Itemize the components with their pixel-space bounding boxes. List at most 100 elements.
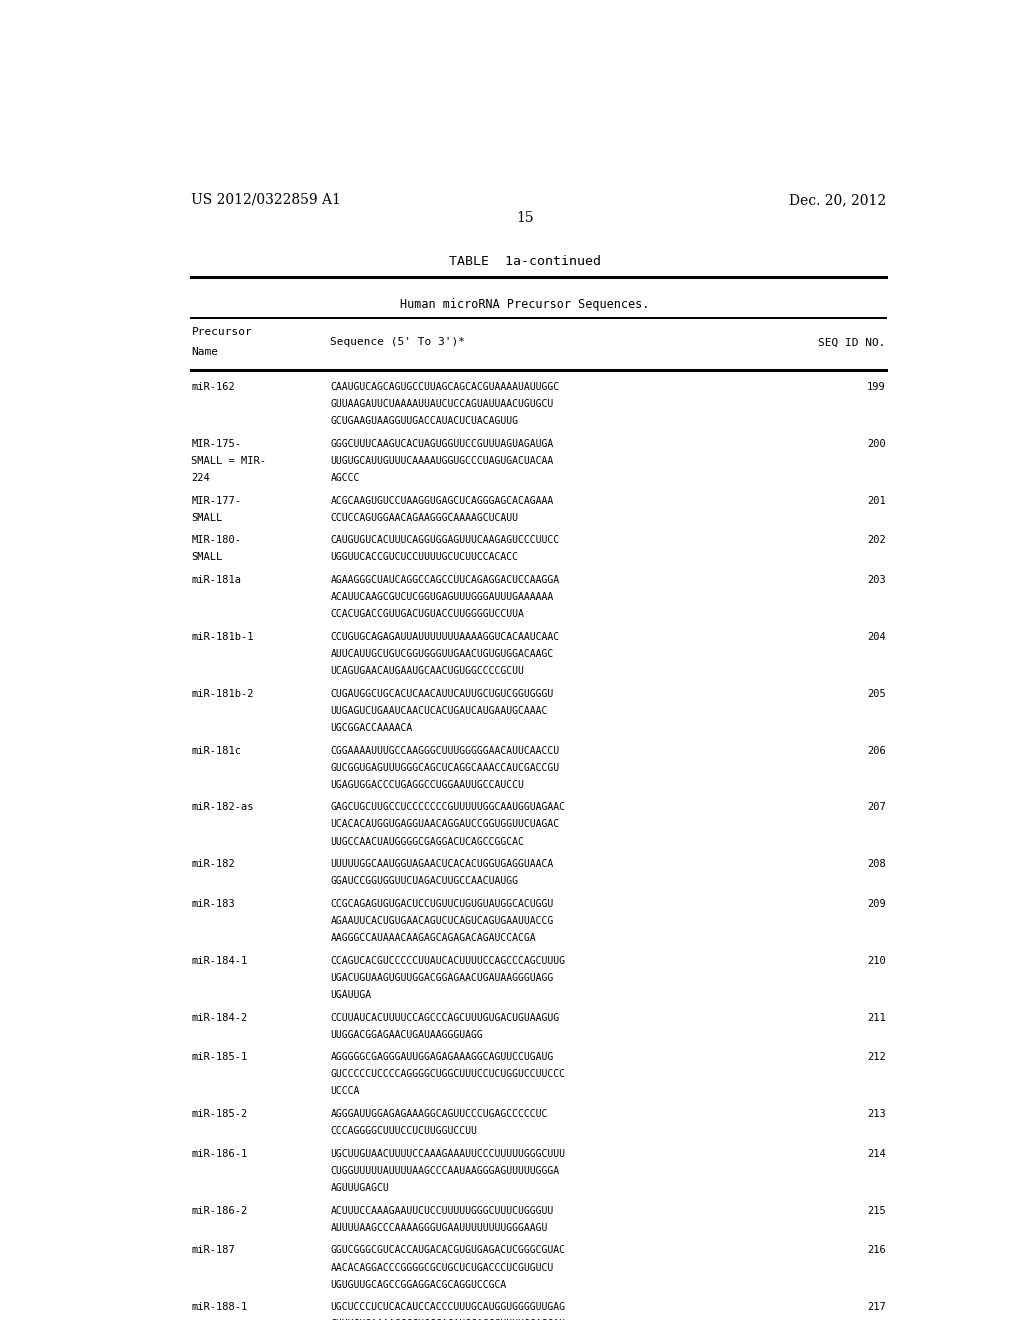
Text: 213: 213 <box>867 1109 886 1119</box>
Text: CCACUGACCGUUGACUGUACCUUGGGGUCCUUA: CCACUGACCGUUGACUGUACCUUGGGGUCCUUA <box>331 610 524 619</box>
Text: UGACUGUAAGUGUUGGACGGAGAACUGAUAAGGGUAGG: UGACUGUAAGUGUUGGACGGAGAACUGAUAAGGGUAGG <box>331 973 554 983</box>
Text: UUGUGCAUUGUUUCAAAAUGGUGCCCUAGUGACUACAA: UUGUGCAUUGUUUCAAAAUGGUGCCCUAGUGACUACAA <box>331 455 554 466</box>
Text: GGUCGGGCGUCACCAUGACACGUGUGAGACUCGGGCGUAC: GGUCGGGCGUCACCAUGACACGUGUGAGACUCGGGCGUAC <box>331 1246 565 1255</box>
Text: GUCCCCCUCCCCAGGGGCUGGCUUUCCUCUGGUCCUUCCC: GUCCCCCUCCCCAGGGGCUGGCUUUCCUCUGGUCCUUCCC <box>331 1069 565 1080</box>
Text: Name: Name <box>191 347 218 358</box>
Text: AGUUUGAGCU: AGUUUGAGCU <box>331 1183 389 1193</box>
Text: miR-185-2: miR-185-2 <box>191 1109 248 1119</box>
Text: 216: 216 <box>867 1246 886 1255</box>
Text: AGAAUUCACUGUGAACAGUCUCAGUCAGUGAAUUACCG: AGAAUUCACUGUGAACAGUCUCAGUCAGUGAAUUACCG <box>331 916 554 927</box>
Text: miR-183: miR-183 <box>191 899 236 909</box>
Text: 214: 214 <box>867 1148 886 1159</box>
Text: 207: 207 <box>867 803 886 812</box>
Text: GUUAAGAUUCUAAAAUUAUCUCCAGUAUUAACUGUGCU: GUUAAGAUUCUAAAAUUAUCUCCAGUAUUAACUGUGCU <box>331 399 554 409</box>
Text: AUUUUAAGCCCAAAAGGGUGAAUUUUUUUUGGGAAGU: AUUUUAAGCCCAAAAGGGUGAAUUUUUUUUGGGAAGU <box>331 1222 548 1233</box>
Text: UUGCCAACUAUGGGGCGAGGACUCAGCCGGCAC: UUGCCAACUAUGGGGCGAGGACUCAGCCGGCAC <box>331 837 524 846</box>
Text: TABLE  1a-continued: TABLE 1a-continued <box>449 255 601 268</box>
Text: 203: 203 <box>867 576 886 585</box>
Text: 204: 204 <box>867 632 886 642</box>
Text: GUCGGUGAGUUUGGGCAGCUCAGGCAAACCAUCGACCGU: GUCGGUGAGUUUGGGCAGCUCAGGCAAACCAUCGACCGU <box>331 763 559 772</box>
Text: UGAGUGGACCCUGAGGCCUGGAAUUGCCAUCCU: UGAGUGGACCCUGAGGCCUGGAAUUGCCAUCCU <box>331 780 524 789</box>
Text: GGAUCCGGUGGUUCUAGACUUGCCAACUAUGG: GGAUCCGGUGGUUCUAGACUUGCCAACUAUGG <box>331 876 518 886</box>
Text: ACAUUCAAGCGUCUCGGUGAGUUUGGGAUUUGAAAAAA: ACAUUCAAGCGUCUCGGUGAGUUUGGGAUUUGAAAAAA <box>331 593 554 602</box>
Text: miR-182: miR-182 <box>191 859 236 869</box>
Text: Dec. 20, 2012: Dec. 20, 2012 <box>788 193 886 207</box>
Text: 217: 217 <box>867 1303 886 1312</box>
Text: GCUGAAGUAAGGUUGACCAUACUCUACAGUUG: GCUGAAGUAAGGUUGACCAUACUCUACAGUUG <box>331 416 518 426</box>
Text: miR-188-1: miR-188-1 <box>191 1303 248 1312</box>
Text: 15: 15 <box>516 211 534 226</box>
Text: CCUCCAGUGGAACAGAAGGGCAAAAGCUCAUU: CCUCCAGUGGAACAGAAGGGCAAAAGCUCAUU <box>331 512 518 523</box>
Text: Human microRNA Precursor Sequences.: Human microRNA Precursor Sequences. <box>400 297 649 310</box>
Text: 209: 209 <box>867 899 886 909</box>
Text: UCCCA: UCCCA <box>331 1086 359 1097</box>
Text: CCUUAUCACUUUUCCAGCCCAGCUUUGUGACUGUAAGUG: CCUUAUCACUUUUCCAGCCCAGCUUUGUGACUGUAAGUG <box>331 1012 559 1023</box>
Text: AGGGGGCGAGGGAUUGGAGAGAAAGGCAGUUCCUGAUG: AGGGGGCGAGGGAUUGGAGAGAAAGGCAGUUCCUGAUG <box>331 1052 554 1063</box>
Text: miR-181a: miR-181a <box>191 576 242 585</box>
Text: ACUUUCCAAAGAAUUCUCCUUUUUGGGCUUUCUGGGUU: ACUUUCCAAAGAAUUCUCCUUUUUGGGCUUUCUGGGUU <box>331 1205 554 1216</box>
Text: MIR-177-: MIR-177- <box>191 495 242 506</box>
Text: miR-184-1: miR-184-1 <box>191 956 248 966</box>
Text: UUGGACGGAGAACUGAUAAGGGUAGG: UUGGACGGAGAACUGAUAAGGGUAGG <box>331 1030 483 1040</box>
Text: MIR-180-: MIR-180- <box>191 536 242 545</box>
Text: 205: 205 <box>867 689 886 698</box>
Text: SMALL = MIR-: SMALL = MIR- <box>191 455 266 466</box>
Text: UGCGGACCAAAACA: UGCGGACCAAAACA <box>331 723 413 733</box>
Text: CGGAAAAUUUGCCAAGGGCUUUGGGGGAACAUUCAACCU: CGGAAAAUUUGCCAAGGGCUUUGGGGGAACAUUCAACCU <box>331 746 559 755</box>
Text: 210: 210 <box>867 956 886 966</box>
Text: miR-187: miR-187 <box>191 1246 236 1255</box>
Text: AACACAGGACCCGGGGCGCUGCUCUGACCCUCGUGUCU: AACACAGGACCCGGGGCGCUGCUCUGACCCUCGUGUCU <box>331 1262 554 1272</box>
Text: UCACACAUGGUGAGGUAACAGGAUCCGGUGGUUCUAGAC: UCACACAUGGUGAGGUAACAGGAUCCGGUGGUUCUAGAC <box>331 820 559 829</box>
Text: AUUCAUUGCUGUCGGUGGGUUGAACUGUGUGGACAAGC: AUUCAUUGCUGUCGGUGGGUUGAACUGUGUGGACAAGC <box>331 649 554 659</box>
Text: SMALL: SMALL <box>191 553 223 562</box>
Text: CCUGUGCAGAGAUUAUUUUUUUAAAAGGUCACAAUCAAC: CCUGUGCAGAGAUUAUUUUUUUAAAAGGUCACAAUCAAC <box>331 632 559 642</box>
Text: UGUGUUGCAGCCGGAGGACGCAGGUCCGCA: UGUGUUGCAGCCGGAGGACGCAGGUCCGCA <box>331 1279 507 1290</box>
Text: Sequence (5' To 3')*: Sequence (5' To 3')* <box>331 338 465 347</box>
Text: GAGCUGCUUGCCUCCCCCCCGUUUUUGGCAAUGGUAGAAC: GAGCUGCUUGCCUCCCCCCCGUUUUUGGCAAUGGUAGAAC <box>331 803 565 812</box>
Text: 199: 199 <box>867 381 886 392</box>
Text: CAUGUGUCACUUUCAGGUGGAGUUUCAAGAGUCCCUUCC: CAUGUGUCACUUUCAGGUGGAGUUUCAAGAGUCCCUUCC <box>331 536 559 545</box>
Text: UGCUUGUAACUUUUCCAAAGAAAUUCCCUUUUUGGGCUUU: UGCUUGUAACUUUUCCAAAGAAAUUCCCUUUUUGGGCUUU <box>331 1148 565 1159</box>
Text: CCGCAGAGUGUGACUCCUGUUCUGUGUAUGGCACUGGU: CCGCAGAGUGUGACUCCUGUUCUGUGUAUGGCACUGGU <box>331 899 554 909</box>
Text: CCAGUCACGUCCCCCUUAUCACUUUUCCAGCCCAGCUUUG: CCAGUCACGUCCCCCUUAUCACUUUUCCAGCCCAGCUUUG <box>331 956 565 966</box>
Text: AGGGAUUGGAGAGAAAGGCAGUUCCCUGAGCCCCCUC: AGGGAUUGGAGAGAAAGGCAGUUCCCUGAGCCCCCUC <box>331 1109 548 1119</box>
Text: miR-186-1: miR-186-1 <box>191 1148 248 1159</box>
Text: AGCCC: AGCCC <box>331 473 359 483</box>
Text: 224: 224 <box>191 473 210 483</box>
Text: miR-181c: miR-181c <box>191 746 242 755</box>
Text: 212: 212 <box>867 1052 886 1063</box>
Text: US 2012/0322859 A1: US 2012/0322859 A1 <box>191 193 341 207</box>
Text: AGAAGGGCUAUCAGGCCAGCCUUCAGAGGACUCCAAGGA: AGAAGGGCUAUCAGGCCAGCCUUCAGAGGACUCCAAGGA <box>331 576 559 585</box>
Text: CAAUGUCAGCAGUGCCUUAGCAGCACGUAAAAUAUUGGC: CAAUGUCAGCAGUGCCUUAGCAGCACGUAAAAUAUUGGC <box>331 381 559 392</box>
Text: 202: 202 <box>867 536 886 545</box>
Text: miR-185-1: miR-185-1 <box>191 1052 248 1063</box>
Text: UGGUUCACCGUCUCCUUUUGCUCUUCCACACC: UGGUUCACCGUCUCCUUUUGCUCUUCCACACC <box>331 553 518 562</box>
Text: CCCAGGGGCUUUCCUCUUGGUCCUU: CCCAGGGGCUUUCCUCUUGGUCCUU <box>331 1126 477 1137</box>
Text: 206: 206 <box>867 746 886 755</box>
Text: CUGGUUUUUAUUUUAAGCCCAAUAAGGGAGUUUUUGGGA: CUGGUUUUUAUUUUAAGCCCAAUAAGGGAGUUUUUGGGA <box>331 1166 559 1176</box>
Text: CUGAUGGCUGCACUCAACAUUCAUUGCUGUCGGUGGGU: CUGAUGGCUGCACUCAACAUUCAUUGCUGUCGGUGGGU <box>331 689 554 698</box>
Text: miR-186-2: miR-186-2 <box>191 1205 248 1216</box>
Text: UGAUUGA: UGAUUGA <box>331 990 372 1001</box>
Text: miR-184-2: miR-184-2 <box>191 1012 248 1023</box>
Text: SEQ ID NO.: SEQ ID NO. <box>818 338 886 347</box>
Text: ACGCAAGUGUCCUAAGGUGAGCUCAGGGAGCACAGAAA: ACGCAAGUGUCCUAAGGUGAGCUCAGGGAGCACAGAAA <box>331 495 554 506</box>
Text: UUGAGUCUGAAUCAACUCACUGAUCAUGAAUGCAAAC: UUGAGUCUGAAUCAACUCACUGAUCAUGAAUGCAAAC <box>331 706 548 715</box>
Text: miR-182-as: miR-182-as <box>191 803 254 812</box>
Text: Precursor: Precursor <box>191 327 252 337</box>
Text: AAGGGCCAUAAACAAGAGCAGAGACAGAUCCACGA: AAGGGCCAUAAACAAGAGCAGAGACAGAUCCACGA <box>331 933 536 942</box>
Text: miR-181b-1: miR-181b-1 <box>191 632 254 642</box>
Text: 211: 211 <box>867 1012 886 1023</box>
Text: UCAGUGAACAUGAAUGCAACUGUGGCCCCGCUU: UCAGUGAACAUGAAUGCAACUGUGGCCCCGCUU <box>331 667 524 676</box>
Text: GGGCUUUCAAGUCACUAGUGGUUCCGUUUAGUAGAUGA: GGGCUUUCAAGUCACUAGUGGUUCCGUUUAGUAGAUGA <box>331 438 554 449</box>
Text: miR-162: miR-162 <box>191 381 236 392</box>
Text: 208: 208 <box>867 859 886 869</box>
Text: SMALL: SMALL <box>191 512 223 523</box>
Text: UGCUCCCUCUCACAUCCACCCUUUGCAUGGUGGGGUUGAG: UGCUCCCUCUCACAUCCACCCUUUGCAUGGUGGGGUUGAG <box>331 1303 565 1312</box>
Text: miR-181b-2: miR-181b-2 <box>191 689 254 698</box>
Text: UUUUUGGCAAUGGUAGAACUCACACUGGUGAGGUAACA: UUUUUGGCAAUGGUAGAACUCACACUGGUGAGGUAACA <box>331 859 554 869</box>
Text: MIR-175-: MIR-175- <box>191 438 242 449</box>
Text: 215: 215 <box>867 1205 886 1216</box>
Text: 201: 201 <box>867 495 886 506</box>
Text: 200: 200 <box>867 438 886 449</box>
